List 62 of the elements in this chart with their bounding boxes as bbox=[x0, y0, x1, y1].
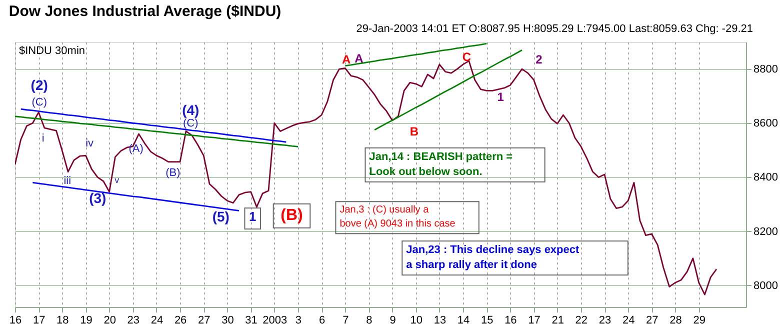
annotation: 1 bbox=[497, 90, 504, 104]
annotation: (A) bbox=[128, 142, 144, 155]
x-tick-label: 27 bbox=[198, 314, 210, 326]
annotation: i bbox=[42, 132, 44, 144]
x-tick-label: 13 bbox=[434, 314, 446, 326]
annotation: (C) bbox=[32, 96, 47, 108]
x-tick-label: 14 bbox=[457, 314, 470, 326]
x-tick-label: 20 bbox=[104, 314, 116, 326]
annotation: (3) bbox=[89, 190, 106, 206]
annotation: iv bbox=[86, 138, 94, 150]
x-tick-label: 17 bbox=[528, 314, 540, 326]
x-tick-label: 26 bbox=[174, 314, 187, 326]
x-tick-label: 21 bbox=[552, 314, 564, 326]
x-tick-label: 22 bbox=[575, 314, 588, 326]
line-series bbox=[344, 42, 488, 66]
x-tick-label: 8 bbox=[366, 314, 372, 326]
y-tick-label: 8000 bbox=[754, 280, 778, 292]
y-tick-label: 8400 bbox=[754, 172, 778, 184]
annotation: A bbox=[342, 52, 352, 67]
annotation: (2) bbox=[30, 76, 48, 93]
x-tick-label: 28 bbox=[670, 314, 682, 326]
annotation: iii bbox=[64, 174, 72, 187]
annotation: Jan,3 : (C) usually a bove (A) 9043 in this case bbox=[340, 204, 456, 230]
x-tick-label: 7 bbox=[342, 314, 349, 326]
y-tick-label: 8800 bbox=[754, 64, 778, 76]
annotation: (C) bbox=[183, 118, 198, 130]
annotation: (4) bbox=[182, 102, 200, 118]
annotation: (5) bbox=[212, 208, 230, 225]
x-tick-label: 2003 bbox=[262, 314, 288, 326]
annotation: B bbox=[410, 124, 419, 138]
annotation: Jan,23 : This decline says expect a sharp rally after it done bbox=[406, 244, 580, 271]
x-tick-label: 29 bbox=[693, 314, 706, 326]
x-tick-label: 27 bbox=[646, 314, 658, 326]
x-tick-label: 30 bbox=[222, 314, 234, 326]
annotation: C bbox=[462, 50, 472, 64]
annotation: A bbox=[354, 51, 364, 66]
text: 29-Jan-2003 14:01 ET O:8087.95 H:8095.29 L:7945.00 Last:8059.63 Chg: -29.21 bbox=[356, 23, 753, 36]
x-tick-label: 31 bbox=[245, 314, 258, 326]
x-tick-label: 24 bbox=[150, 314, 164, 326]
x-tick-label: 16 bbox=[9, 314, 22, 326]
chart-subtitle: $INDU 30min bbox=[19, 45, 86, 57]
x-tick-label: 17 bbox=[32, 314, 46, 326]
x-tick-label: 6 bbox=[318, 314, 326, 326]
x-tick-label: 23 bbox=[127, 314, 140, 326]
x-tick-label: 10 bbox=[410, 314, 422, 326]
annotation: 1 bbox=[249, 209, 256, 224]
x-tick-label: 24 bbox=[622, 314, 635, 326]
x-tick-label: 19 bbox=[80, 314, 92, 326]
annotation: Jan,14 : BEARISH pattern = Look out below soon. bbox=[369, 150, 513, 178]
annotation: 2 bbox=[536, 52, 543, 67]
annotation: v bbox=[114, 174, 120, 185]
x-tick-label: 9 bbox=[390, 314, 396, 326]
annotation: (B) bbox=[280, 206, 303, 224]
x-tick-label: 18 bbox=[56, 314, 69, 326]
x-tick-label: 16 bbox=[504, 314, 517, 326]
y-tick-label: 8200 bbox=[754, 226, 778, 238]
x-tick-label: 15 bbox=[480, 314, 494, 326]
chart-title: Dow Jones Industrial Average ($INDU) bbox=[8, 3, 282, 20]
x-tick-label: 23 bbox=[598, 314, 612, 326]
annotation: (B) bbox=[166, 166, 180, 179]
y-tick-label: 8600 bbox=[754, 118, 778, 130]
x-tick-label: 3 bbox=[295, 314, 302, 326]
